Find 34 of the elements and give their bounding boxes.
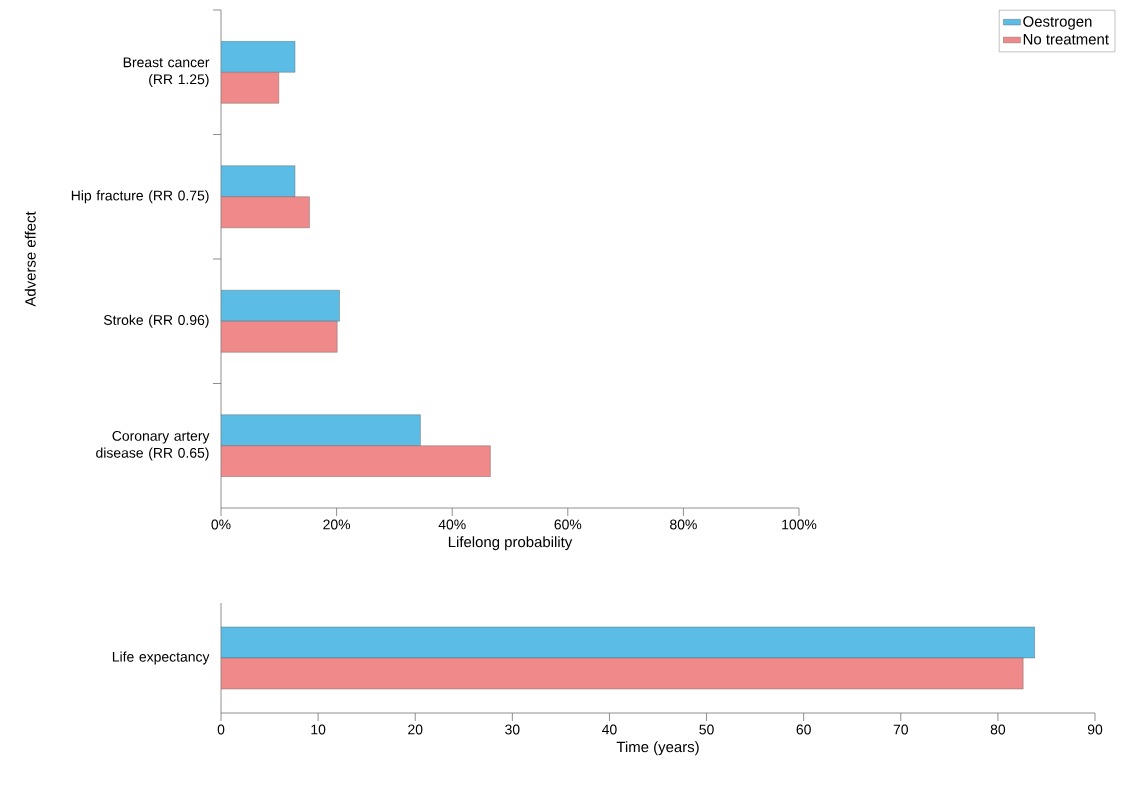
x-axis-title: Time (years) — [616, 741, 699, 756]
x-tick-label: 60% — [554, 519, 582, 530]
bar — [221, 165, 296, 197]
y-tick-label: Stroke (RR 0.96) — [103, 314, 209, 328]
x-tick-label: 10 — [311, 724, 326, 735]
y-tick-label: Breast cancer (RR 1.25) — [123, 57, 210, 87]
bar — [221, 321, 338, 353]
x-tick-label: 90 — [1087, 724, 1103, 735]
x-axis-title: Lifelong probability — [448, 536, 573, 551]
x-tick-label: 60 — [796, 724, 811, 735]
y-tick-label: Coronary artery disease (RR 0.65) — [96, 430, 210, 461]
x-tick-label: 20 — [408, 724, 423, 735]
x-tick-label: 40 — [602, 724, 617, 735]
x-tick-label: 0% — [211, 519, 231, 530]
bar — [221, 41, 296, 73]
x-tick-label: 0 — [217, 724, 225, 735]
legend-label: No treatment — [1023, 34, 1109, 45]
x-tick-label: 100% — [782, 519, 817, 530]
y-tick-label: Life expectancy — [112, 651, 210, 665]
x-tick-label: 80 — [990, 724, 1006, 735]
legend-label: Oestrogen — [1023, 16, 1092, 30]
x-tick-label: 30 — [505, 724, 520, 735]
x-tick-label: 80% — [670, 519, 697, 530]
x-tick-label: 70 — [893, 724, 908, 735]
x-tick-label: 50 — [699, 724, 714, 735]
x-tick-label: 20% — [323, 519, 351, 530]
x-tick-label: 40% — [438, 519, 466, 530]
bar — [221, 72, 279, 104]
bar — [221, 290, 340, 322]
y-axis-title: Adverse effect — [24, 211, 36, 307]
bar — [221, 414, 421, 446]
y-tick-label: Hip fracture (RR 0.75) — [71, 190, 209, 204]
bar — [221, 196, 310, 228]
bar — [221, 445, 491, 477]
